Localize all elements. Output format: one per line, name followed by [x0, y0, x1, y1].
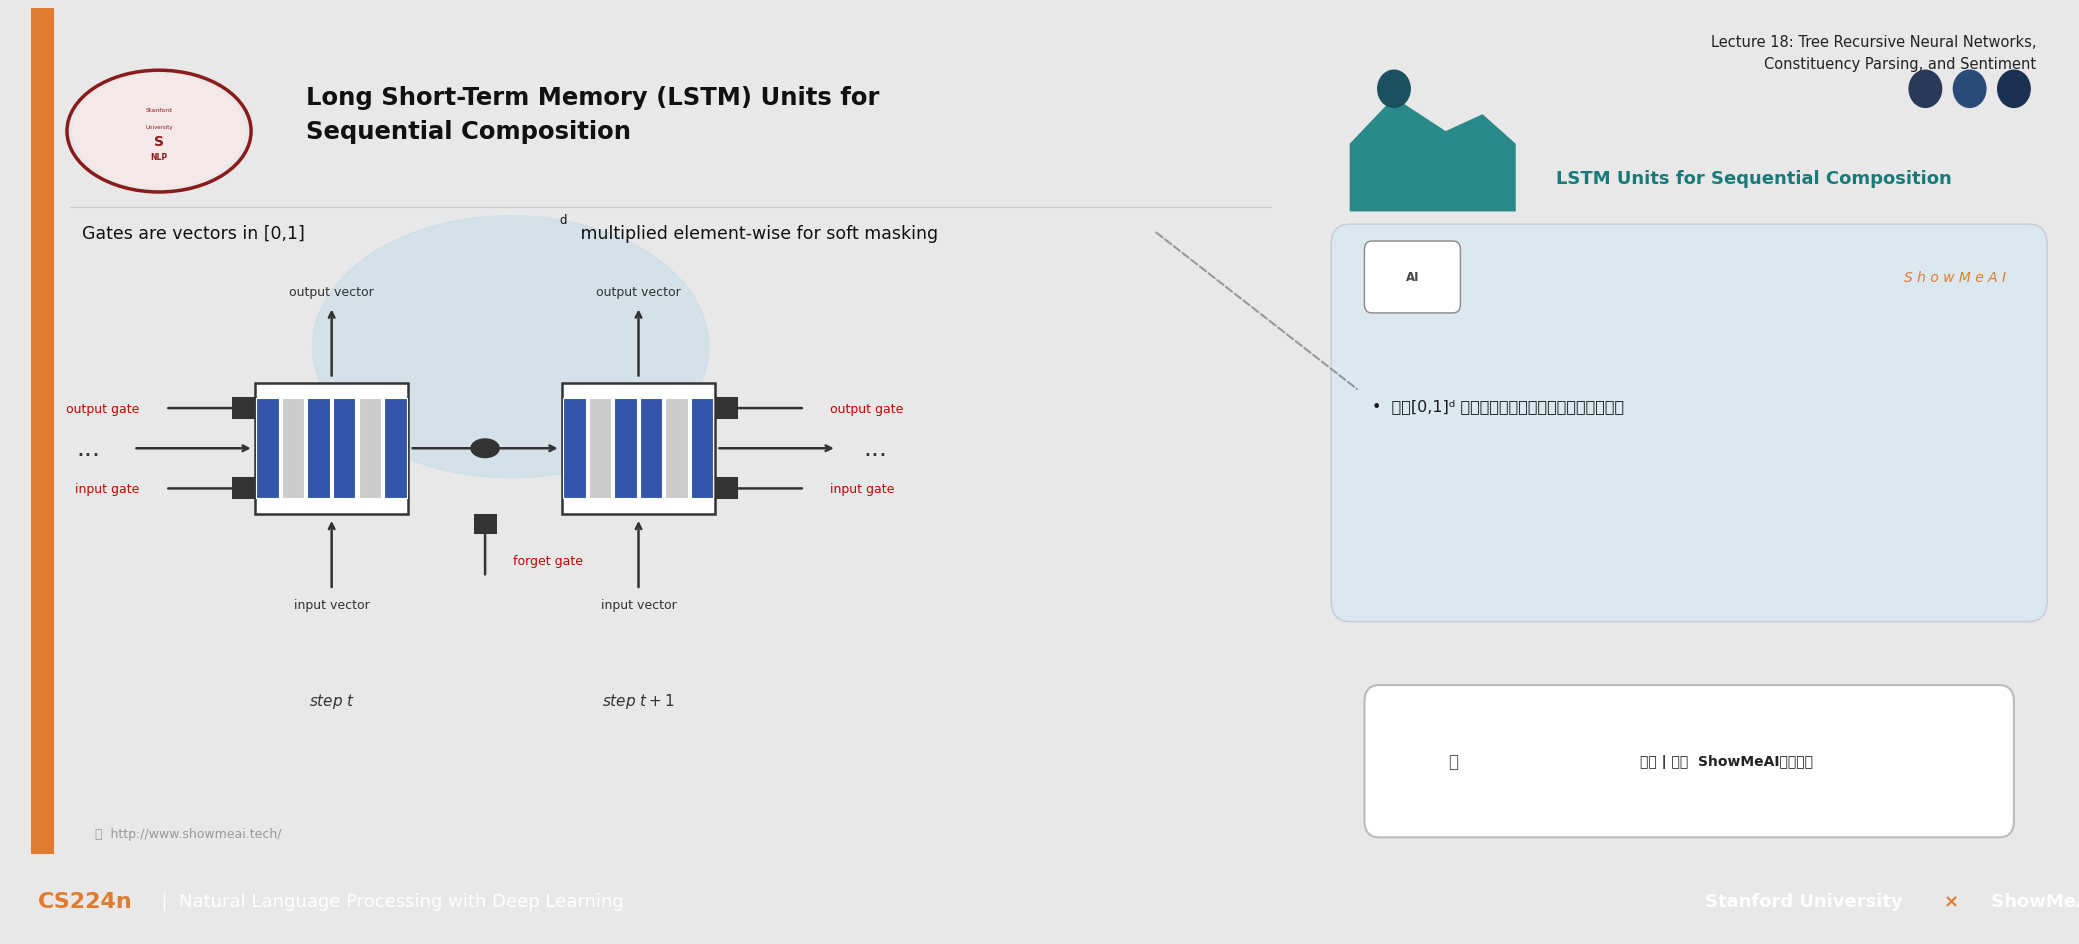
- Text: S: S: [154, 135, 164, 149]
- Bar: [233, 478, 256, 500]
- Bar: [715, 478, 738, 500]
- Text: input gate: input gate: [830, 482, 894, 496]
- Text: step $t+1$: step $t+1$: [603, 692, 676, 711]
- Text: Stanford University: Stanford University: [1705, 892, 1909, 911]
- Text: step $t$: step $t$: [308, 692, 356, 711]
- Text: Long Short-Term Memory (LSTM) Units for
Sequential Composition: Long Short-Term Memory (LSTM) Units for …: [306, 86, 879, 143]
- FancyBboxPatch shape: [1331, 225, 2048, 622]
- Text: ...: ...: [863, 437, 888, 461]
- Text: ⮡  http://www.showmeai.tech/: ⮡ http://www.showmeai.tech/: [96, 827, 281, 840]
- Bar: [588, 399, 611, 498]
- Text: CS224n: CS224n: [37, 891, 133, 912]
- Text: output gate: output gate: [67, 402, 139, 415]
- Bar: [283, 399, 304, 498]
- FancyBboxPatch shape: [1364, 685, 2015, 837]
- Text: AI: AI: [1405, 271, 1420, 284]
- Text: ×: ×: [1944, 892, 1958, 911]
- Circle shape: [1909, 71, 1942, 109]
- Circle shape: [472, 440, 499, 458]
- Text: d: d: [559, 214, 568, 228]
- Bar: [385, 399, 407, 498]
- FancyBboxPatch shape: [1364, 242, 1459, 313]
- Bar: [31, 9, 54, 854]
- Bar: [563, 399, 586, 498]
- Text: LSTM Units for Sequential Composition: LSTM Units for Sequential Composition: [1557, 169, 1952, 188]
- Text: S h o w M e A I: S h o w M e A I: [1904, 270, 2006, 284]
- Text: Gates are vectors in [0,1]: Gates are vectors in [0,1]: [83, 225, 306, 243]
- Text: •  门是[0,1]ᵈ 的向量，用于逐元素乘积的软掩蔽元素: • 门是[0,1]ᵈ 的向量，用于逐元素乘积的软掩蔽元素: [1372, 399, 1624, 414]
- Text: 搜索 | 微信  ShowMeAI研究中心: 搜索 | 微信 ShowMeAI研究中心: [1640, 754, 1813, 768]
- Circle shape: [1378, 71, 1410, 109]
- Text: ...: ...: [77, 437, 100, 461]
- Text: forget gate: forget gate: [514, 554, 584, 567]
- Text: Lecture 18: Tree Recursive Neural Networks,
Constituency Parsing, and Sentiment: Lecture 18: Tree Recursive Neural Networ…: [1711, 35, 2035, 72]
- Bar: [256, 383, 407, 514]
- Circle shape: [73, 76, 245, 189]
- Bar: [233, 397, 256, 420]
- Bar: [474, 514, 497, 534]
- Text: input vector: input vector: [293, 598, 370, 612]
- Text: output gate: output gate: [830, 402, 904, 415]
- Bar: [561, 383, 715, 514]
- Bar: [333, 399, 356, 498]
- Bar: [690, 399, 713, 498]
- Text: Stanford: Stanford: [146, 109, 173, 113]
- Text: University: University: [146, 125, 173, 129]
- Circle shape: [1998, 71, 2031, 109]
- Bar: [715, 397, 738, 420]
- Circle shape: [1954, 71, 1985, 109]
- Text: |  Natural Language Processing with Deep Learning: | Natural Language Processing with Deep …: [150, 892, 624, 911]
- Text: ShowMeAI: ShowMeAI: [1985, 892, 2079, 911]
- Bar: [640, 399, 663, 498]
- Bar: [613, 399, 636, 498]
- Text: NLP: NLP: [150, 153, 168, 161]
- Text: ⌕: ⌕: [1447, 752, 1457, 770]
- Circle shape: [312, 216, 709, 479]
- Bar: [256, 399, 279, 498]
- Text: output vector: output vector: [597, 286, 682, 299]
- Text: multiplied element-wise for soft masking: multiplied element-wise for soft masking: [574, 225, 938, 243]
- Bar: [308, 399, 331, 498]
- Polygon shape: [1349, 98, 1516, 212]
- Text: input vector: input vector: [601, 598, 676, 612]
- Bar: [665, 399, 688, 498]
- Text: input gate: input gate: [75, 482, 139, 496]
- Bar: [358, 399, 380, 498]
- Text: output vector: output vector: [289, 286, 374, 299]
